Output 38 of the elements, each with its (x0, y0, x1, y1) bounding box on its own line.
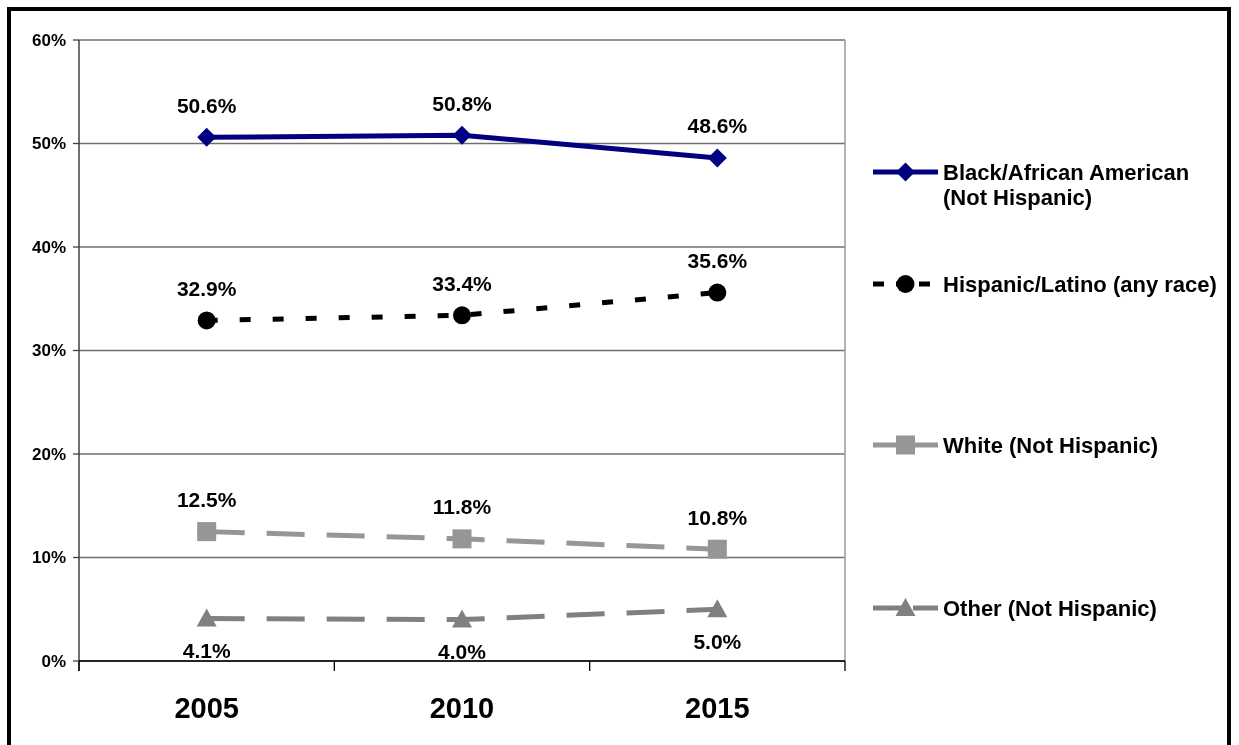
data-label: 5.0% (693, 629, 742, 653)
point (197, 522, 217, 542)
y-tick-label: 10% (31, 548, 66, 567)
y-tick-label: 50% (31, 134, 66, 153)
point (452, 125, 472, 145)
y-tick-label: 30% (31, 341, 66, 360)
point (452, 529, 472, 549)
legend-label: Black/African American (Not Hispanic) (943, 159, 1190, 210)
data-label: 12.5% (176, 488, 237, 512)
point (707, 599, 728, 618)
data-label: 32.9% (176, 276, 237, 300)
legend-label: Hispanic/Latino (any race) (943, 271, 1217, 297)
point (196, 608, 217, 627)
data-label: 48.6% (687, 114, 748, 138)
data-label: 33.4% (432, 271, 493, 295)
y-tick-label: 20% (31, 444, 66, 464)
point (197, 127, 217, 147)
data-label: 4.1% (182, 639, 231, 663)
y-tick-label: 40% (31, 237, 66, 257)
legend-label: Other (Not Hispanic) (943, 595, 1157, 621)
x-tick-label: 2005 (174, 692, 239, 724)
data-label: 50.8% (432, 91, 493, 115)
point (707, 148, 727, 168)
point (453, 306, 471, 325)
x-tick-label: 2015 (685, 692, 750, 724)
legend-label: White (Not Hispanic) (943, 432, 1159, 458)
data-label: 35.6% (687, 249, 748, 273)
y-tick-label: 0% (41, 651, 66, 671)
x-tick-label: 2010 (429, 692, 495, 724)
point (708, 283, 727, 302)
point (707, 539, 727, 559)
data-label: 11.8% (432, 495, 492, 519)
point (197, 311, 216, 330)
point (452, 609, 472, 628)
data-label: 4.0% (438, 640, 487, 664)
y-tick-label: 60% (31, 30, 66, 50)
data-label: 50.6% (176, 93, 237, 117)
data-label: 10.8% (687, 505, 748, 529)
